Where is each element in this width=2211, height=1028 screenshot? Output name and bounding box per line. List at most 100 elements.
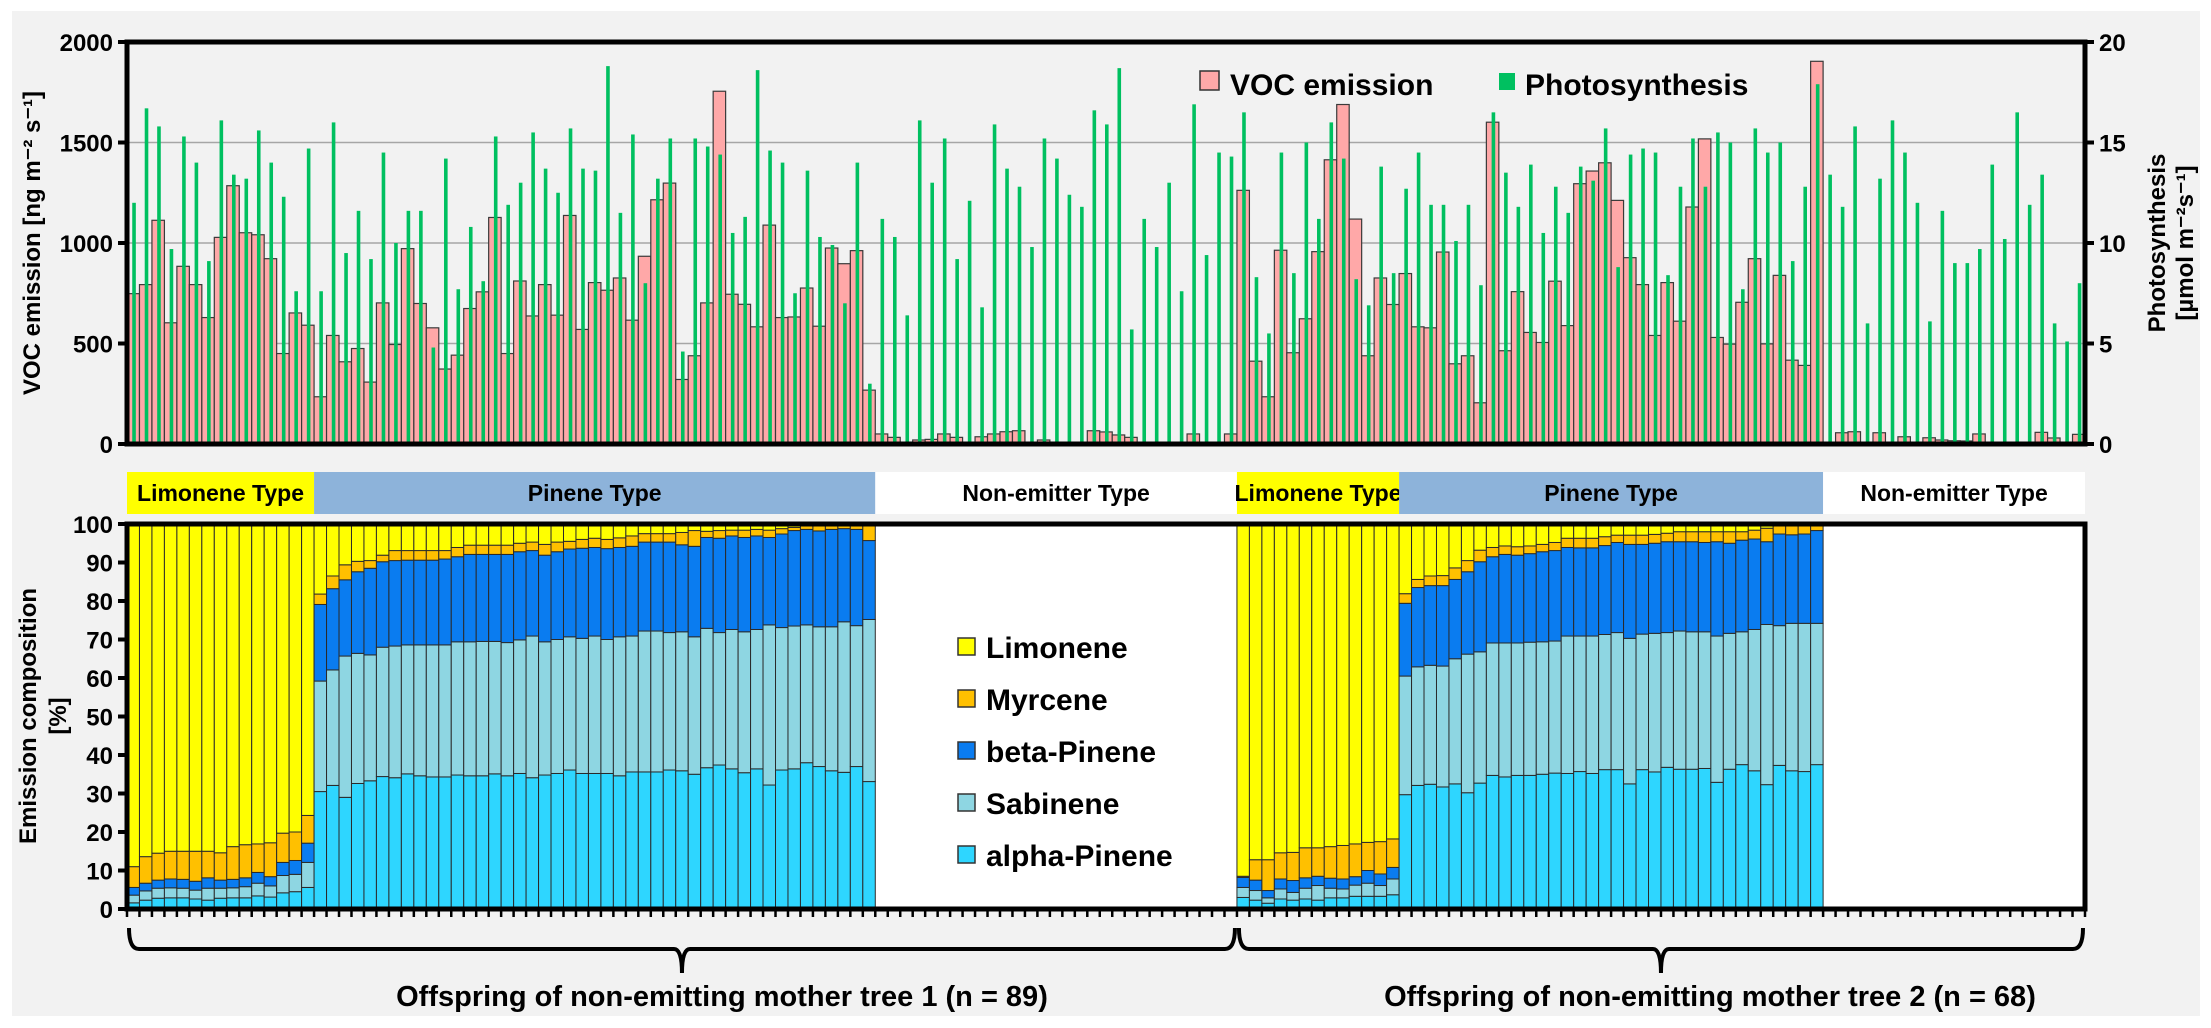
composition-segment-beta-pinene	[1336, 878, 1350, 890]
photosynthesis-bar	[1653, 152, 1658, 445]
composition-segment-myrcene	[488, 544, 502, 555]
composition-segment-myrcene	[1685, 531, 1699, 543]
composition-segment-beta-pinene	[138, 882, 153, 892]
composition-segment-myrcene	[201, 850, 215, 879]
photosynthesis-bar	[1129, 329, 1134, 444]
composition-segment-myrcene	[1323, 846, 1338, 879]
composition-chart: 0 10 20 30 40 50 60 70 80 90 100 Emission composit…	[15, 512, 2088, 924]
photosynthesis-bar	[132, 202, 136, 444]
photosynthesis-bar	[568, 128, 573, 444]
right-tick-label: 15	[2099, 131, 2126, 158]
composition-segment-limonene	[1548, 523, 1562, 543]
composition-segment-alpha-pinene	[737, 772, 752, 910]
composition-segment-sabinene	[400, 644, 415, 775]
composition-segment-sabinene	[1722, 632, 1737, 770]
composition-segment-limonene	[188, 523, 203, 852]
photosynthesis-bar	[1716, 132, 1720, 444]
composition-segment-limonene	[363, 523, 377, 562]
composition-segment-beta-pinene	[1710, 541, 1724, 637]
legend-label-sabinene: Sabinene	[986, 788, 1119, 821]
composition-segment-limonene	[1448, 523, 1462, 569]
composition-segment-beta-pinene	[1598, 545, 1612, 635]
composition-segment-limonene	[338, 523, 352, 566]
photosynthesis-bar	[780, 162, 785, 444]
photosynthesis-bar	[1940, 210, 1945, 444]
composition-segment-beta-pinene	[1311, 875, 1325, 887]
composition-segment-alpha-pinene	[363, 780, 377, 910]
composition-segment-alpha-pinene	[538, 774, 552, 910]
photosynthesis-bar	[680, 351, 685, 444]
left-tick-label: 2000	[60, 30, 113, 57]
composition-segment-beta-pinene	[1273, 878, 1288, 890]
photosynthesis-bar	[543, 168, 548, 444]
legend-label-alpha-pinene: alpha-Pinene	[986, 840, 1173, 873]
composition-segment-myrcene	[1435, 575, 1450, 587]
composition-segment-myrcene	[762, 529, 777, 538]
composition-segment-myrcene	[1560, 537, 1575, 548]
composition-segment-alpha-pinene	[513, 772, 527, 910]
composition-segment-beta-pinene	[163, 878, 178, 889]
composition-segment-sabinene	[1286, 891, 1300, 901]
composition-segment-limonene	[1248, 523, 1263, 861]
composition-segment-alpha-pinene	[1760, 784, 1774, 910]
composition-segment-sabinene	[775, 627, 789, 771]
composition-segment-alpha-pinene	[625, 771, 639, 910]
photosynthesis-bar	[892, 236, 897, 444]
composition-segment-sabinene	[637, 630, 652, 773]
photosynthesis-bar	[1366, 305, 1371, 444]
composition-segment-sabinene	[188, 889, 203, 900]
composition-segment-myrcene	[538, 543, 552, 556]
composition-segment-alpha-pinene	[1585, 772, 1600, 910]
composition-segment-beta-pinene	[151, 879, 165, 889]
composition-segment-alpha-pinene	[1548, 772, 1562, 910]
composition-segment-myrcene	[587, 537, 602, 548]
composition-segment-alpha-pinene	[350, 782, 365, 910]
photosynthesis-bar	[518, 182, 523, 444]
photosynthesis-bar	[2027, 204, 2032, 444]
composition-tick-label: 20	[86, 820, 113, 847]
photosynthesis-bar	[1017, 186, 1022, 444]
composition-segment-sabinene	[1398, 675, 1413, 796]
composition-segment-alpha-pinene	[799, 762, 814, 910]
photosynthesis-bar	[955, 259, 959, 444]
composition-segment-beta-pinene	[326, 588, 340, 671]
photosynthesis-bar	[631, 134, 635, 444]
composition-segment-alpha-pinene	[388, 777, 402, 910]
composition-segment-limonene	[375, 523, 390, 556]
composition-segment-sabinene	[700, 627, 714, 769]
composition-segment-beta-pinene	[1535, 551, 1550, 643]
composition-segment-beta-pinene	[849, 528, 864, 627]
composition-segment-sabinene	[812, 626, 826, 768]
photosynthesis-bar	[1179, 291, 1184, 444]
composition-segment-alpha-pinene	[500, 775, 515, 910]
composition-segment-limonene	[463, 523, 477, 546]
photosynthesis-bar	[1341, 158, 1346, 444]
photosynthesis-bar	[1815, 84, 1820, 445]
composition-segment-sabinene	[226, 887, 240, 899]
composition-tick-label: 0	[100, 897, 113, 924]
composition-segment-alpha-pinene	[326, 784, 340, 910]
composition-segment-limonene	[176, 523, 190, 852]
composition-segment-myrcene	[1648, 533, 1662, 544]
composition-segment-limonene	[213, 523, 228, 854]
composition-segment-beta-pinene	[463, 553, 477, 643]
composition-segment-sabinene	[1635, 633, 1650, 771]
composition-segment-sabinene	[737, 631, 752, 774]
composition-segment-sabinene	[538, 641, 552, 776]
composition-segment-sabinene	[1598, 633, 1612, 771]
photosynthesis-bar	[1466, 204, 1471, 444]
composition-segment-limonene	[1373, 523, 1388, 843]
composition-segment-beta-pinene	[1722, 542, 1737, 634]
composition-segment-limonene	[1460, 523, 1475, 562]
composition-tick-label: 90	[86, 551, 113, 578]
composition-segment-beta-pinene	[438, 558, 452, 646]
photosynthesis-bar	[1953, 263, 1957, 444]
composition-segment-sabinene	[213, 887, 228, 899]
composition-segment-sabinene	[849, 625, 864, 768]
composition-segment-limonene	[163, 523, 178, 852]
type-band-non-emitter-type	[875, 472, 1237, 514]
composition-segment-limonene	[1510, 523, 1525, 548]
photosynthesis-bar	[1928, 321, 1932, 444]
composition-segment-alpha-pinene	[525, 777, 540, 910]
composition-segment-alpha-pinene	[1685, 768, 1699, 910]
